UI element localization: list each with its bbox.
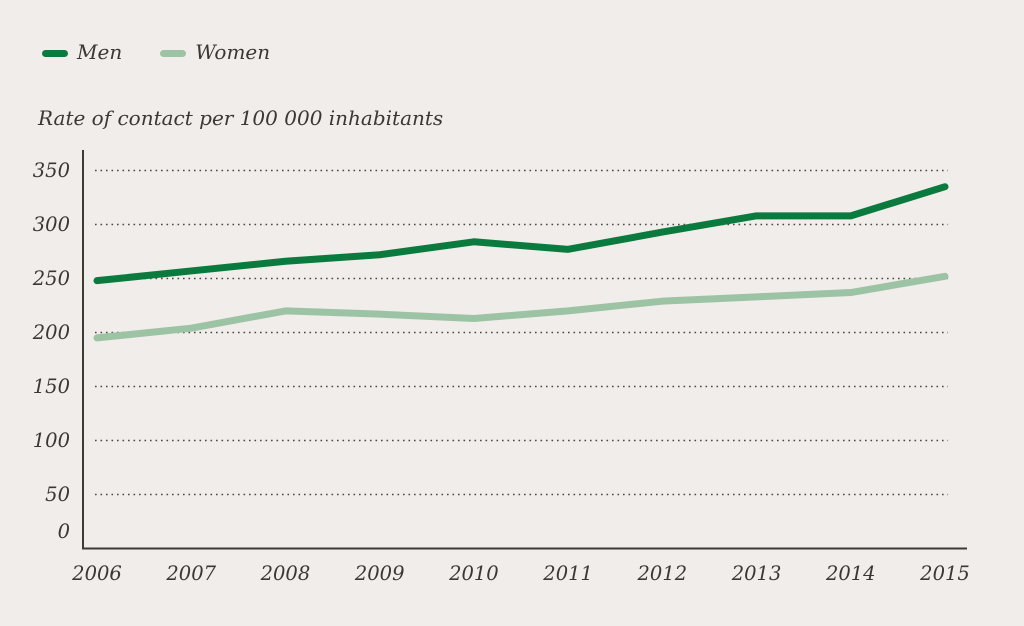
gridlines [95,169,948,496]
svg-text:2014: 2014 [825,562,876,585]
legend-label-women: Women [195,40,271,64]
svg-text:2007: 2007 [165,562,216,585]
svg-text:0: 0 [58,520,70,543]
x-tick-labels: 2006 2007 2008 2009 2010 2011 2012 2013 2014 2015 [71,562,970,585]
svg-text:350: 350 [33,159,70,182]
men-line-swatch [42,49,68,57]
svg-text:2008: 2008 [260,562,311,585]
women-line-swatch [160,49,187,57]
y-tick-labels: 0 50 100 150 200 250 300 350 [32,159,70,543]
y-axis-title: Rate of contact per 100 000 inhabitants [38,106,444,130]
svg-text:2012: 2012 [637,562,688,585]
axes [82,150,967,550]
svg-text:300: 300 [33,213,70,236]
svg-text:200: 200 [32,321,70,344]
legend-item-men: Men [42,42,122,64]
svg-text:50: 50 [45,483,70,506]
svg-text:100: 100 [33,429,70,452]
legend: Men Women [42,42,270,64]
svg-text:2010: 2010 [448,562,499,585]
svg-text:2006: 2006 [71,562,122,585]
svg-text:2013: 2013 [731,562,782,585]
series-men [93,183,949,285]
svg-text:150: 150 [33,375,70,398]
svg-text:2009: 2009 [354,562,405,585]
legend-item-women: Women [160,42,270,64]
legend-label-men: Men [77,40,123,64]
svg-text:2015: 2015 [919,562,970,585]
svg-text:250: 250 [32,267,70,290]
svg-text:2011: 2011 [542,562,593,585]
series-women [93,272,949,342]
